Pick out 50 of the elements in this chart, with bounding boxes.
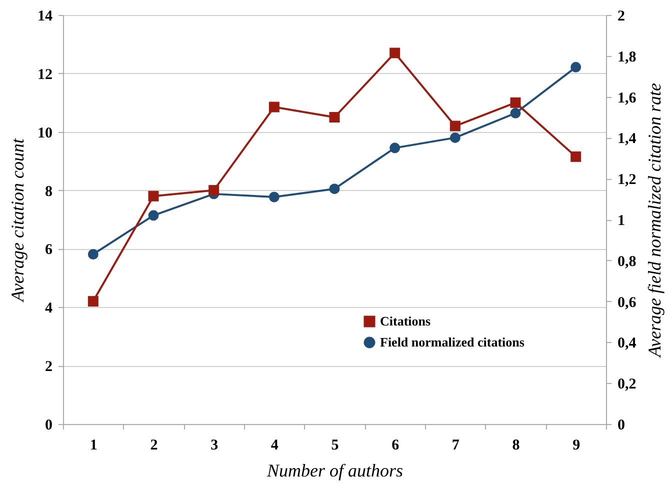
y2-tick-label: 0,6 (618, 294, 637, 311)
x-tick-label: 4 (270, 438, 279, 454)
y-axis-title: Average citation count (8, 138, 28, 302)
point (510, 97, 521, 108)
x-tick-label: 5 (331, 438, 339, 454)
point (329, 184, 340, 194)
y2-tick-label: 1,6 (618, 90, 637, 106)
point (570, 151, 582, 162)
x-tick-label: 7 (452, 438, 460, 454)
point (88, 249, 98, 260)
y2-tick-label: 0 (618, 418, 625, 434)
y-tick-label: 0 (45, 418, 52, 434)
point (570, 62, 582, 72)
x-tick-label: 2 (150, 438, 158, 454)
x-tick-label: 9 (572, 438, 580, 454)
legend-label: Field normalized citations (380, 334, 524, 350)
y2-tick-label: 1,2 (618, 172, 636, 188)
point (329, 112, 340, 122)
point (88, 296, 98, 307)
point (450, 120, 460, 132)
y-tick-label: 14 (38, 8, 53, 24)
point (450, 132, 460, 143)
y-tick-label: 10 (38, 125, 52, 142)
x-tick-label: 8 (512, 438, 520, 454)
y-tick-label: 8 (45, 184, 52, 200)
y2-tick-label: 1,4 (618, 131, 637, 148)
x-axis-title: Number of authors (266, 460, 404, 480)
legend-label: Citations (380, 314, 431, 328)
y2-tick-label: 1,8 (618, 49, 636, 66)
y-tick-label: 6 (45, 242, 53, 258)
point (390, 142, 400, 154)
point (268, 192, 280, 202)
y2-tick-label: 0,2 (618, 376, 636, 393)
y-tick-label: 4 (45, 300, 53, 317)
y2-tick-label: 0,4 (618, 336, 637, 352)
point (208, 185, 220, 196)
x-tick-label: 1 (90, 438, 98, 454)
point (510, 108, 521, 118)
y-tick-label: 2 (45, 359, 52, 376)
point (148, 210, 159, 221)
x-tick-label: 6 (392, 438, 400, 454)
y2-tick-label: 2 (618, 8, 625, 24)
point (390, 48, 400, 58)
y2-tick-label: 0,8 (618, 254, 636, 270)
point (148, 190, 159, 202)
y2-tick-label: 1 (618, 213, 625, 229)
y-tick-label: 12 (38, 66, 52, 83)
x-tick-label: 3 (210, 438, 218, 454)
y2-axis-title: Average field normalized citation rate (644, 83, 664, 358)
point (268, 102, 280, 112)
